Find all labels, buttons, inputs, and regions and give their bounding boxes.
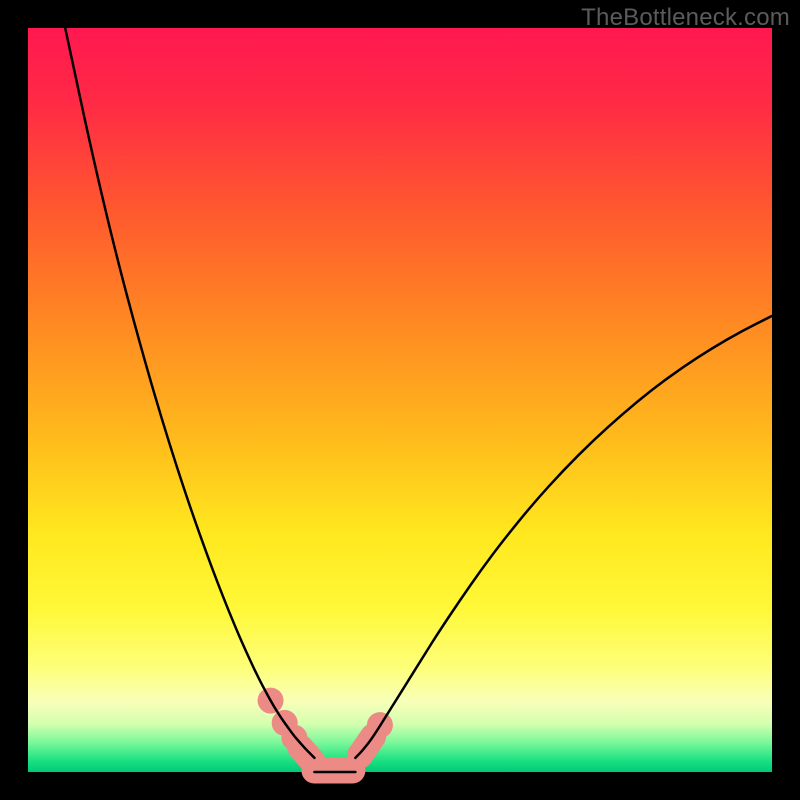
chart-root: TheBottleneck.com (0, 0, 800, 800)
plot-background (28, 28, 772, 772)
chart-svg (0, 0, 800, 800)
